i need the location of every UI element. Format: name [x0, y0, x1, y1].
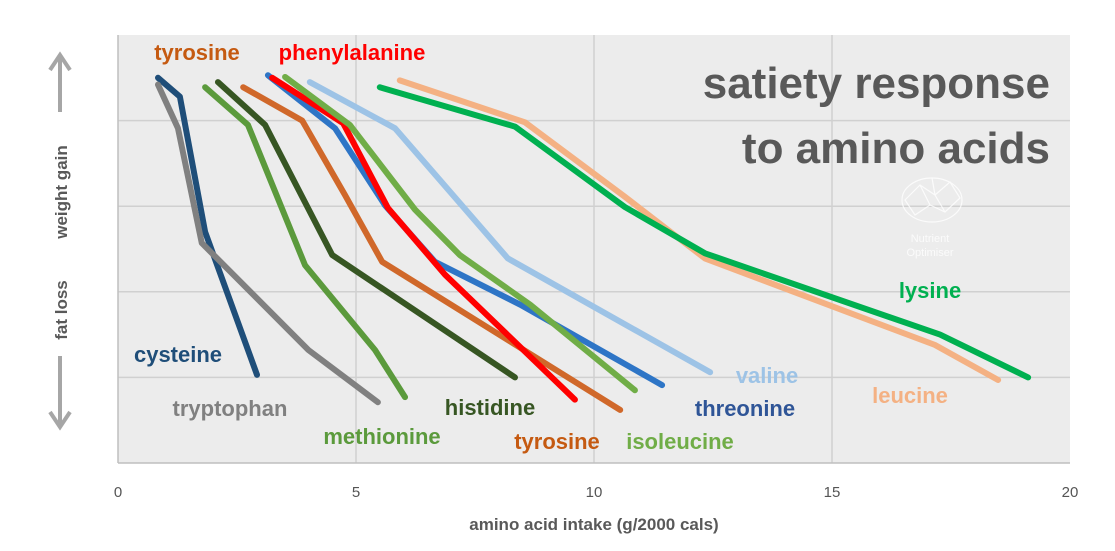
- x-tick-label: 20: [1062, 484, 1079, 501]
- series-label-cysteine: cysteine: [134, 342, 222, 367]
- series-label-phenylalanine: phenylalanine: [279, 40, 426, 65]
- watermark: Nutrient Optimiser: [901, 177, 963, 259]
- series-label-histidine: histidine: [445, 395, 535, 420]
- y-axis-annotation: weight gain fat loss: [48, 51, 72, 431]
- title-line-2: to amino acids: [742, 124, 1050, 173]
- series-label-tyrosine: tyrosine: [154, 40, 240, 65]
- series-label-tyrosine: tyrosine: [514, 429, 600, 454]
- gridlines: [117, 35, 1070, 464]
- series-line-methionine: [202, 84, 409, 401]
- y-label-fat-loss: fat loss: [52, 280, 71, 340]
- y-label-weight-gain: weight gain: [52, 145, 71, 240]
- chart-title: satiety response to amino acids: [703, 59, 1050, 173]
- x-tick-label: 15: [824, 484, 841, 501]
- series-line-cysteine: [154, 74, 260, 378]
- watermark-line-2: Optimiser: [906, 247, 953, 259]
- x-tick-label: 10: [586, 484, 603, 501]
- x-tick-labels: 0 5 10 15 20: [114, 484, 1079, 501]
- x-tick-label: 0: [114, 484, 122, 501]
- series-label-leucine: leucine: [872, 383, 948, 408]
- series-lines: [154, 72, 1032, 413]
- title-line-1: satiety response: [703, 59, 1050, 108]
- series-line-isoleucine: [282, 73, 638, 394]
- series-label-valine: valine: [736, 363, 798, 388]
- series-line-lysine: [376, 84, 1032, 381]
- up-arrowhead-icon: [48, 51, 72, 72]
- series-line-tyrosine: [240, 84, 624, 413]
- series-line-phenylalanine: [269, 74, 578, 403]
- series-line-histidine: [214, 79, 518, 381]
- series-label-threonine: threonine: [695, 396, 795, 421]
- series-label-methionine: methionine: [323, 424, 440, 449]
- down-arrowhead-icon: [48, 410, 72, 431]
- x-tick-label: 5: [352, 484, 360, 501]
- series-label-lysine: lysine: [899, 278, 961, 303]
- series-label-isoleucine: isoleucine: [626, 429, 734, 454]
- watermark-line-1: Nutrient: [911, 233, 950, 245]
- x-axis-label: amino acid intake (g/2000 cals): [469, 515, 718, 534]
- brain-logo-icon: [901, 177, 963, 223]
- series-line-tryptophan: [154, 81, 381, 406]
- series-label-tryptophan: tryptophan: [173, 396, 288, 421]
- series-line-valine: [306, 79, 714, 376]
